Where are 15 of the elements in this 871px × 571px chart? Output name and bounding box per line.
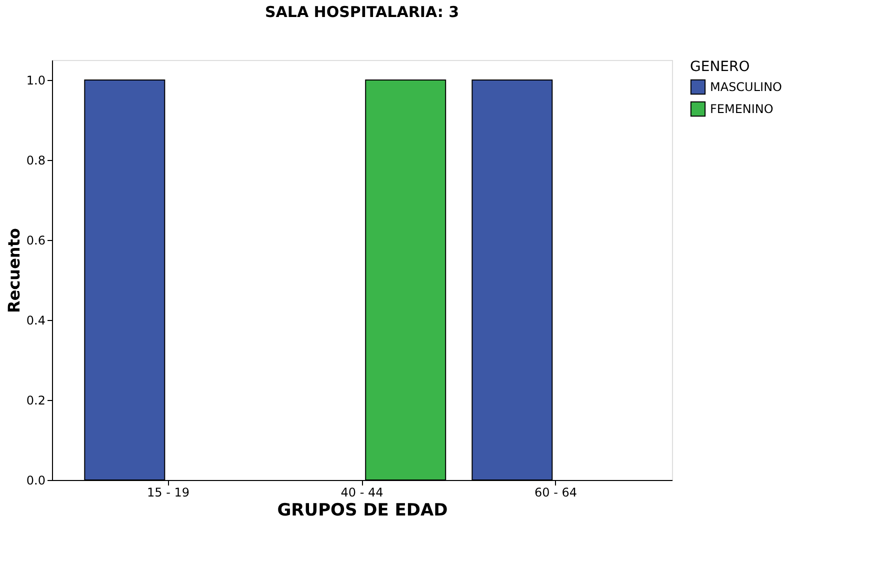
x-tick-label: 40 - 44 — [340, 486, 384, 500]
y-tick-label: 0.6 — [26, 234, 46, 248]
x-axis-title: GRUPOS DE EDAD — [277, 500, 448, 520]
x-tick-label: 15 - 19 — [147, 486, 190, 500]
y-tick-label: 0.8 — [26, 154, 46, 168]
y-tick-label: 1.0 — [26, 74, 46, 88]
legend-label: MASCULINO — [710, 80, 782, 94]
y-tick-label: 0.4 — [26, 314, 46, 328]
y-tick-label: 0.0 — [26, 474, 46, 488]
y-tick-label: 0.2 — [26, 394, 46, 408]
chart-title: SALA HOSPITALARIA: 3 — [264, 3, 460, 21]
y-axis-title: Recuento — [4, 228, 24, 313]
legend-label: FEMENINO — [710, 102, 774, 116]
x-tick-label: 60 - 64 — [534, 486, 577, 500]
legend-title: GENERO — [690, 59, 750, 75]
